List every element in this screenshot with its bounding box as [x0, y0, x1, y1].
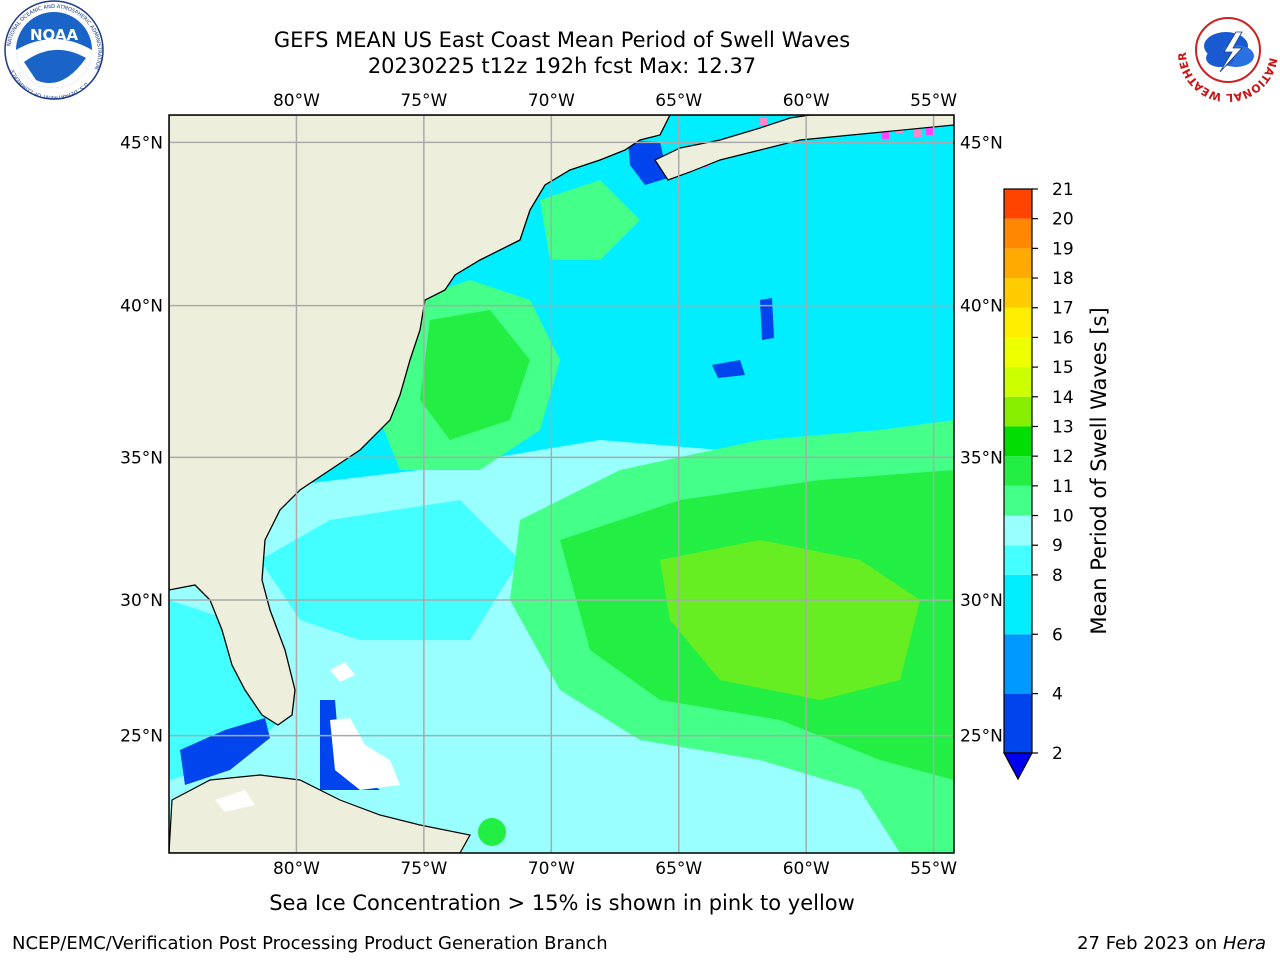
sea-ice-pixel	[882, 132, 889, 139]
colorbar-tick-label: 2	[1052, 744, 1063, 764]
colorbar-tick-label: 20	[1052, 210, 1074, 230]
colorbar-tick-label: 14	[1052, 388, 1074, 408]
period-10-11-spot	[478, 818, 506, 846]
lat-tick-label-right: 35°N	[960, 448, 1003, 468]
colorbar-segment	[1004, 426, 1032, 457]
period-2-4-patch	[760, 298, 774, 340]
lat-tick-label-left: 30°N	[120, 591, 163, 611]
credit-date-text: 27 Feb 2023 on	[1077, 933, 1223, 954]
lon-tick-label-bottom: 75°W	[400, 859, 447, 879]
colorbar-tick-label: 9	[1052, 536, 1063, 556]
colorbar-segment	[1004, 515, 1032, 546]
credit-host: Hera	[1222, 933, 1266, 954]
lat-tick-label-left: 45°N	[120, 133, 163, 153]
chart-subtitle: 20230225 t12z 192h fcst Max: 12.37	[367, 54, 757, 78]
lon-tick-label-top: 60°W	[783, 91, 830, 111]
period-11-12-core	[660, 540, 920, 700]
credit-branch: NCEP/EMC/Verification Post Processing Pr…	[12, 933, 608, 954]
lat-tick-label-left: 40°N	[120, 297, 163, 317]
colorbar-tick-label: 18	[1052, 269, 1074, 289]
period-9-10-north	[540, 180, 640, 260]
lon-tick-label-bottom: 65°W	[655, 859, 702, 879]
colorbar-tick-label: 8	[1052, 566, 1063, 586]
chart-title: GEFS MEAN US East Coast Mean Period of S…	[273, 28, 851, 52]
map-field	[169, 115, 954, 853]
colorbar-label: Mean Period of Swell Waves [s]	[1087, 307, 1111, 634]
colorbar-tick-label: 15	[1052, 358, 1074, 378]
sea-ice-pixel	[760, 118, 767, 125]
lat-tick-label-right: 45°N	[960, 133, 1003, 153]
colorbar-tick-label: 11	[1052, 477, 1074, 497]
lat-tick-label-right: 25°N	[960, 727, 1003, 747]
lat-tick-label-left: 35°N	[120, 448, 163, 468]
colorbar-tick-label: 17	[1052, 299, 1074, 319]
lon-tick-label-top: 70°W	[528, 91, 575, 111]
colorbar-tick-label: 21	[1052, 180, 1074, 200]
colorbar-segment	[1004, 456, 1032, 486]
lat-tick-label-left: 25°N	[120, 727, 163, 747]
nws-logo: NATIONAL WEATHER SERVICE	[1176, 0, 1280, 104]
colorbar-frame	[1003, 188, 1033, 754]
sea-ice-note: Sea Ice Concentration > 15% is shown in …	[269, 891, 855, 915]
lon-tick-label-bottom: 55°W	[910, 859, 957, 879]
colorbar-segment	[1004, 693, 1032, 753]
sea-ice-pixel	[914, 130, 921, 137]
colorbar-segment	[1004, 248, 1032, 279]
lon-tick-label-bottom: 60°W	[783, 859, 830, 879]
bahamas-banks	[330, 662, 355, 682]
colorbar-tick-label: 12	[1052, 447, 1074, 467]
noaa-logo-center-text: NOAA	[30, 26, 79, 44]
colorbar-extend-min	[1002, 752, 1034, 781]
colorbar-segment	[1004, 396, 1032, 427]
colorbar-segment	[1004, 367, 1032, 397]
us-landmass	[169, 115, 671, 726]
lon-tick-label-top: 55°W	[910, 91, 957, 111]
cuba-lake-white	[215, 790, 255, 812]
colorbar-tick-label: 16	[1052, 328, 1074, 348]
colorbar-segment	[1004, 218, 1032, 249]
lon-tick-label-top: 65°W	[655, 91, 702, 111]
colorbar-tick-label: 10	[1052, 507, 1074, 527]
map-frame	[168, 114, 955, 854]
credit-date: 27 Feb 2023 on Hera	[1077, 933, 1266, 954]
colorbar-segment	[1004, 634, 1032, 694]
nova-scotia	[654, 115, 954, 181]
lat-tick-label-right: 30°N	[960, 591, 1003, 611]
colorbar-segment	[1004, 278, 1032, 308]
colorbar-segment	[1004, 307, 1032, 338]
lon-tick-label-bottom: 70°W	[528, 859, 575, 879]
colorbar-segment	[1004, 574, 1032, 635]
colorbar-segment	[1004, 545, 1032, 575]
lon-tick-label-top: 80°W	[273, 91, 320, 111]
colorbar-tick-label: 6	[1052, 625, 1063, 645]
colorbar-tick-label: 4	[1052, 685, 1063, 705]
colorbar-tick-label: 13	[1052, 417, 1074, 437]
colorbar-segment	[1004, 485, 1032, 516]
colorbar-tick-label: 19	[1052, 239, 1074, 259]
lon-tick-label-top: 75°W	[400, 91, 447, 111]
noaa-logo: NOAA NATIONAL OCEANIC AND ATMOSPHERIC AD…	[4, 0, 104, 100]
lat-tick-label-right: 40°N	[960, 297, 1003, 317]
lon-tick-label-bottom: 80°W	[273, 859, 320, 879]
period-10-11-midatlantic	[420, 310, 530, 440]
colorbar-segment	[1004, 337, 1032, 368]
period-6-8-patch	[260, 500, 520, 640]
colorbar-segment	[1004, 189, 1032, 219]
sea-ice-pixel	[926, 128, 933, 135]
period-2-4-bay-of-fundy	[628, 140, 668, 185]
period-2-4-florida-straits	[180, 718, 270, 785]
period-2-4-patch	[712, 360, 745, 378]
